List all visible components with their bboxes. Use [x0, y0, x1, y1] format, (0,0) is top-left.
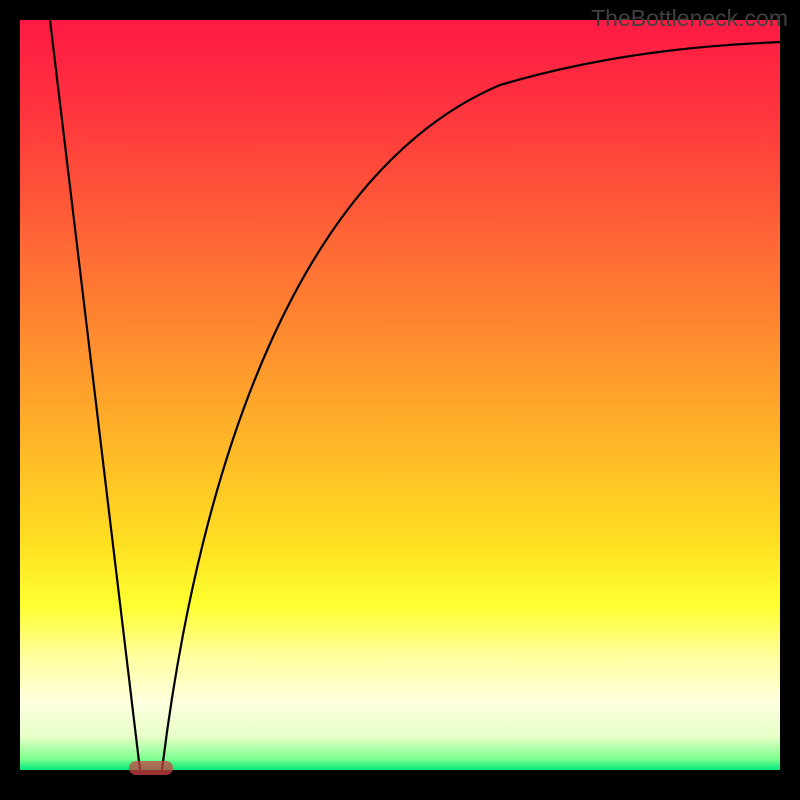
bottleneck-chart	[0, 0, 800, 800]
chart-container: TheBottleneck.com	[0, 0, 800, 800]
watermark-text: TheBottleneck.com	[591, 5, 788, 32]
sweet-spot-marker	[129, 761, 173, 775]
chart-background-gradient	[20, 20, 780, 770]
